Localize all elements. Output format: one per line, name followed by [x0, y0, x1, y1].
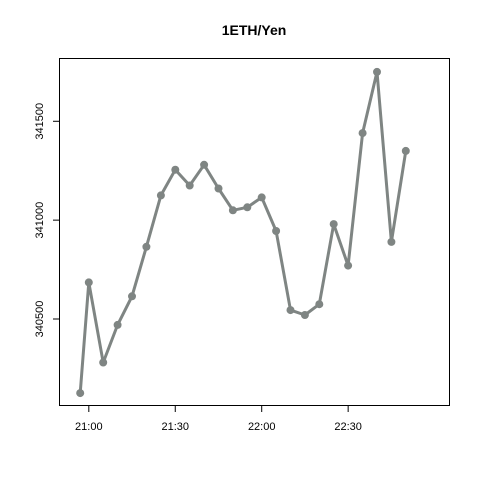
x-tick-label: 21:30 [161, 421, 189, 433]
data-point [113, 320, 122, 329]
data-point [373, 67, 381, 76]
y-tick-label: 341500 [34, 103, 46, 140]
x-axis: 21:00 21:30 22:00 22:30 [75, 405, 362, 433]
data-point [76, 389, 85, 398]
data-point [257, 193, 266, 202]
data-point [401, 146, 410, 155]
data-point [243, 203, 252, 212]
x-tick-label: 22:00 [248, 421, 276, 433]
data-point [358, 129, 367, 138]
x-tick-label: 22:30 [334, 421, 362, 433]
data-point [99, 358, 108, 367]
data-point [344, 261, 353, 270]
data-point [200, 160, 209, 169]
series-layer [76, 67, 410, 398]
data-point [387, 237, 396, 246]
data-point [185, 181, 194, 190]
y-axis: 340500 341000 341500 [34, 103, 60, 337]
data-point [315, 300, 324, 309]
y-tick-label: 340500 [34, 301, 46, 338]
data-point [300, 311, 309, 319]
data-point [214, 184, 223, 193]
y-tick-label: 341000 [34, 202, 46, 239]
chart-title: 1ETH/Yen [222, 22, 287, 38]
data-point [156, 191, 165, 200]
data-point [286, 306, 295, 315]
data-point [272, 227, 281, 235]
data-point [171, 165, 180, 174]
data-point [329, 220, 338, 229]
x-tick-label: 21:00 [75, 421, 103, 433]
data-point [128, 292, 136, 301]
data-point [228, 206, 237, 215]
series-line [78, 70, 408, 394]
data-point [142, 242, 151, 251]
data-point [84, 278, 93, 287]
